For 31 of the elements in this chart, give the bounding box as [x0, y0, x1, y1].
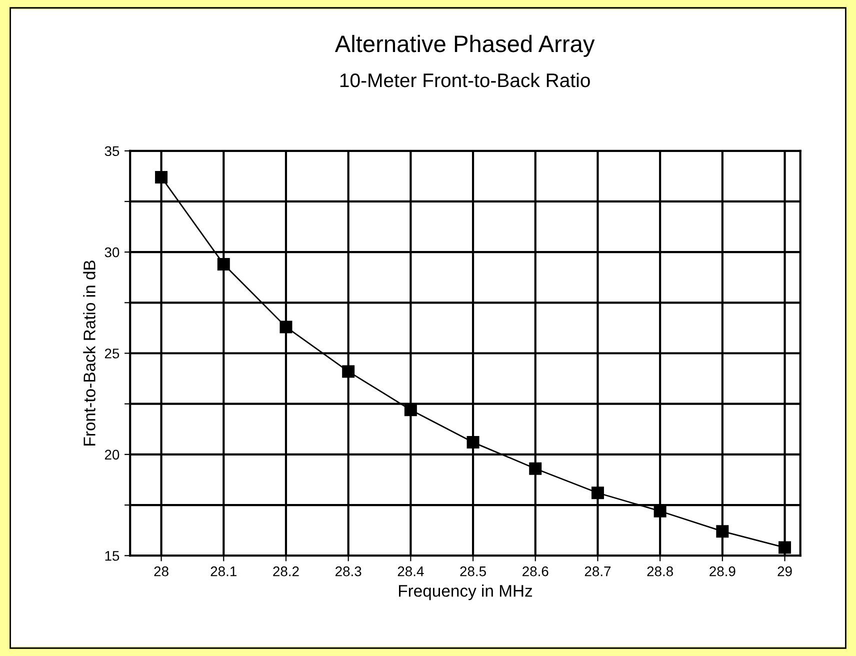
point	[342, 365, 355, 378]
chart-subtitle: 10-Meter Front-to-Back Ratio	[340, 72, 590, 88]
point	[217, 258, 230, 270]
point	[778, 541, 792, 554]
y-tick-label: 30	[104, 247, 120, 258]
x-tick-label: 28.9	[710, 566, 736, 576]
x-tick-label: 29	[778, 566, 792, 576]
x-tick-label: 28.3	[336, 566, 362, 576]
y-axis-title: Front-to-Back Ratio in dB	[83, 260, 96, 446]
x-tick-label: 28	[154, 566, 168, 576]
x-axis-title: Frequency in MHz	[398, 584, 532, 600]
y-tick-label: 25	[104, 348, 120, 358]
point	[404, 404, 417, 416]
x-tick-label: 28.6	[522, 566, 548, 576]
y-tick-label: 20	[104, 450, 120, 460]
point	[716, 525, 729, 538]
point	[155, 170, 168, 184]
point	[466, 436, 480, 449]
x-tick-label: 28.2	[273, 566, 299, 576]
y-tick-label: 15	[105, 551, 120, 561]
chart-title: Alternative Phased Array	[334, 34, 595, 57]
x-tick-label: 28.8	[647, 566, 673, 576]
point	[529, 462, 542, 475]
x-tick-label: 28.7	[584, 566, 611, 576]
point	[591, 486, 604, 500]
x-tick-label: 28.1	[210, 566, 236, 576]
x-tick-label: 28.5	[460, 566, 486, 576]
point	[654, 504, 666, 518]
y-tick-label: 35	[104, 146, 120, 156]
point	[280, 320, 292, 334]
x-tick-label: 28.4	[398, 566, 424, 576]
